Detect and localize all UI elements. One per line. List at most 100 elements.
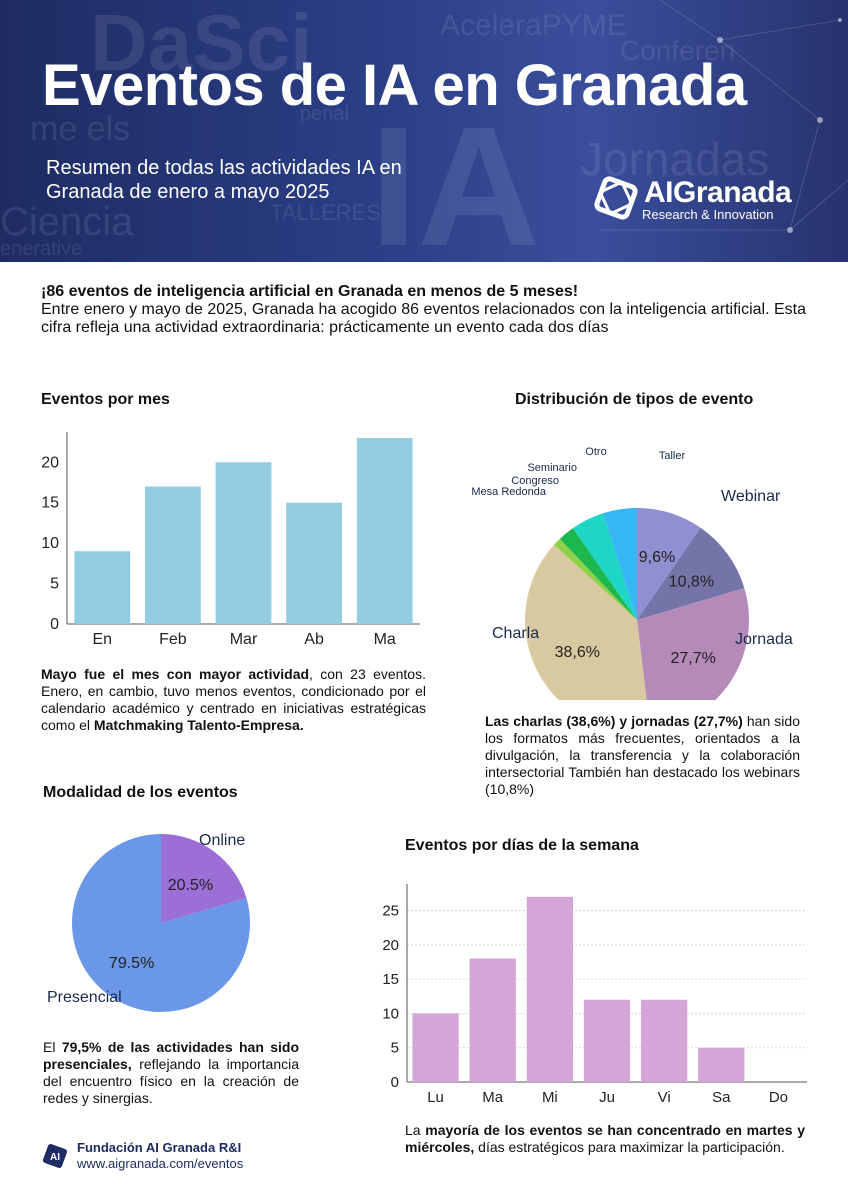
modality-caption: El 79,5% de las actividades han sido pre… xyxy=(43,1039,299,1107)
x-tick-label: Ab xyxy=(304,631,324,648)
bar-Ma xyxy=(469,958,516,1082)
pie-category-label: Mesa Redonda xyxy=(471,486,546,498)
svg-text:penal: penal xyxy=(300,103,349,125)
y-tick-label: 5 xyxy=(50,576,59,593)
monthly-caption: Mayo fue el mes con mayor actividad, con… xyxy=(41,666,426,734)
footer-logo-icon: AI xyxy=(43,1144,67,1168)
footer-org-name: Fundación AI Granada R&I xyxy=(77,1140,242,1155)
pie-category-label: Online xyxy=(199,832,245,849)
svg-text:DaSci: DaSci xyxy=(90,0,312,87)
svg-text:Jornadas: Jornadas xyxy=(580,133,769,185)
x-tick-label: En xyxy=(93,631,113,648)
intro-section: ¡86 eventos de inteligencia artificial e… xyxy=(41,283,806,337)
y-tick-label: 10 xyxy=(41,535,59,552)
y-tick-label: 15 xyxy=(382,971,399,988)
pie-slice-jornada xyxy=(637,588,749,700)
x-tick-label: Feb xyxy=(159,631,187,648)
y-tick-label: 5 xyxy=(391,1040,399,1057)
weekday-chart-title: Eventos por días de la semana xyxy=(405,837,639,854)
modality-caption-bold: 79,5% de las actividades han sido presen… xyxy=(43,1039,300,1072)
pie-slice-mesa-redonda xyxy=(553,538,637,620)
intro-text: Entre enero y mayo de 2025, Granada ha a… xyxy=(41,301,806,336)
pie-category-label: Otro xyxy=(585,446,606,458)
pie-slice-seminario xyxy=(572,513,637,620)
y-tick-label: 20 xyxy=(382,937,399,954)
monthly-caption-bold2: Matchmaking Talento-Empresa. xyxy=(93,717,304,733)
pie-value-label: 20.5% xyxy=(168,877,213,894)
banner-background-graphic: DaSci AceleraPYME me els IA Jornadas Cie… xyxy=(0,0,848,262)
pie-value-label: 79.5% xyxy=(109,955,154,972)
page-subtitle: Resumen de todas las actividades IA en G… xyxy=(46,157,402,203)
intro-headline: ¡86 eventos de inteligencia artificial e… xyxy=(41,283,579,300)
monthly-caption-text: , con 23 eventos. Enero, en cambio, tuvo… xyxy=(41,666,426,733)
modality-chart-title: Modalidad de los eventos xyxy=(43,784,238,801)
pie-slice-online xyxy=(161,834,247,923)
aigranada-logo: AIGranada Research & Innovation xyxy=(590,172,820,224)
svg-text:AceleraPYME: AceleraPYME xyxy=(440,9,627,42)
x-tick-label: Vi xyxy=(658,1089,671,1106)
bar-Ju xyxy=(583,999,631,1082)
svg-text:AI: AI xyxy=(50,1152,60,1163)
pie-category-label: Jornada xyxy=(735,631,793,648)
weekday-bar-chart: 0 5 10 15 20 25 Lu Ma Mi Ju Vi Sa Do xyxy=(382,884,807,1106)
pie-category-label: Taller xyxy=(659,450,686,462)
y-tick-label: 25 xyxy=(382,903,399,920)
pie-slice-charla xyxy=(525,544,647,700)
bar-Sa xyxy=(698,1047,745,1082)
x-tick-label: Ma xyxy=(374,631,396,648)
aigranada-logo-icon xyxy=(594,176,638,220)
logo-tagline: Research & Innovation xyxy=(642,207,774,222)
pie-value-label: 10,8% xyxy=(669,574,714,591)
svg-text:IA: IA xyxy=(370,92,540,262)
weekday-caption-pre: La xyxy=(405,1122,426,1138)
types-caption: Las charlas (38,6%) y jornadas (27,7%) h… xyxy=(485,713,800,798)
modality-pie-chart: 20.5% Online 79.5% Presencial xyxy=(47,832,250,1012)
weekday-caption-bold: mayoría de los eventos se han concentrad… xyxy=(405,1122,805,1155)
bar-Vi xyxy=(641,999,688,1082)
modality-caption-text: reflejando la importancia del encuentro … xyxy=(43,1056,299,1106)
pie-slice-otro xyxy=(603,508,637,620)
bar-Lu xyxy=(412,1013,459,1082)
svg-text:Ciencia: Ciencia xyxy=(0,200,134,244)
pie-value-label: 27,7% xyxy=(670,650,715,667)
y-tick-label: 20 xyxy=(41,454,59,471)
page-title: Eventos de IA en Granada xyxy=(42,53,747,118)
pie-category-label: Seminario xyxy=(527,462,577,474)
modality-caption-pre: El xyxy=(43,1039,62,1055)
svg-text:TALLERES: TALLERES xyxy=(270,200,381,225)
bar-Mar xyxy=(215,462,272,624)
types-caption-bold: Las charlas (38,6%) y jornadas (27,7%) xyxy=(485,713,743,729)
bar-Ma xyxy=(356,438,413,624)
monthly-chart-title: Eventos por mes xyxy=(41,391,170,408)
bar-Feb xyxy=(145,486,201,624)
svg-text:me els: me els xyxy=(30,110,130,148)
y-tick-label: 15 xyxy=(41,495,59,512)
bar-Mi xyxy=(526,896,573,1082)
svg-text:Conferen: Conferen xyxy=(620,35,735,66)
x-tick-label: Lu xyxy=(427,1089,444,1106)
footer-url[interactable]: www.aigranada.com/eventos xyxy=(77,1156,244,1171)
bar-En xyxy=(74,551,131,624)
x-tick-label: Ju xyxy=(599,1089,615,1106)
pie-slice-webinar xyxy=(637,527,745,620)
bar-Ab xyxy=(286,502,342,624)
logo-brand-text: AIGranada xyxy=(644,176,792,209)
monthly-bar-chart: 0 5 10 15 20 En Feb Mar Ab Ma xyxy=(41,432,420,648)
y-tick-label: 10 xyxy=(382,1005,399,1022)
x-tick-label: Sa xyxy=(712,1089,731,1106)
x-tick-label: Do xyxy=(769,1089,788,1106)
pie-category-label: Congreso xyxy=(511,475,559,487)
pie-category-label: Presencial xyxy=(47,989,122,1006)
pie-slice-taller xyxy=(637,508,701,620)
weekday-caption-text: días estratégicos para maximizar la part… xyxy=(474,1139,785,1155)
pie-slice-congreso xyxy=(559,528,637,620)
types-caption-text: han sido los formatos más frecuentes, or… xyxy=(485,713,800,797)
pie-value-label: 38,6% xyxy=(555,644,600,661)
pie-value-label: 9,6% xyxy=(639,549,675,566)
types-pie-chart: 9,6% Taller 10,8% Webinar 27,7% Jornada 38,6% C… xyxy=(471,446,793,700)
pie-category-label: Webinar xyxy=(721,488,781,505)
y-tick-label: 0 xyxy=(50,616,59,633)
pie-category-label: Charla xyxy=(492,625,539,642)
x-tick-label: Mi xyxy=(542,1089,558,1106)
x-tick-label: Mar xyxy=(230,631,258,648)
